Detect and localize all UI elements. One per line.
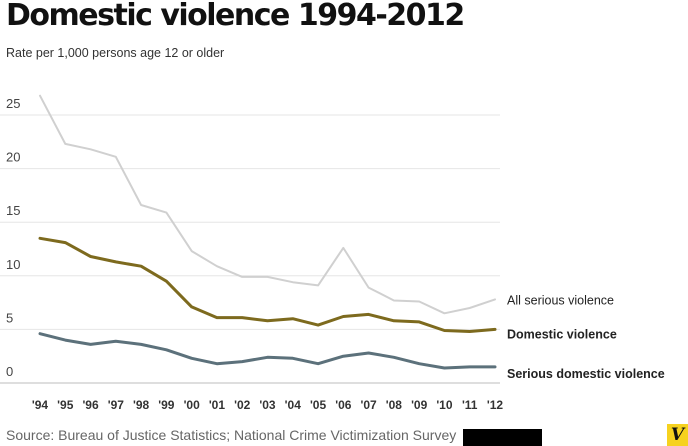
vox-logo: V: [667, 424, 688, 446]
series-label: Domestic violence: [507, 327, 617, 341]
y-tick-label: 25: [6, 96, 20, 111]
x-tick-label: '04: [285, 398, 302, 412]
x-tick-label: '03: [259, 398, 276, 412]
x-tick-label: '00: [184, 398, 201, 412]
y-tick-label: 15: [6, 203, 20, 218]
x-tick-label: '01: [209, 398, 226, 412]
y-tick-label: 20: [6, 150, 20, 165]
x-tick-label: '10: [436, 398, 453, 412]
series-line-all-serious-violence: [39, 94, 496, 315]
y-axis-ticks: 0 5 10 15 20 25: [6, 96, 20, 379]
series-line-serious-domestic-violence: [38, 332, 497, 370]
x-tick-label: '02: [234, 398, 251, 412]
y-tick-label: 0: [6, 364, 13, 379]
x-tick-label: '96: [82, 398, 99, 412]
series-line-domestic-violence: [38, 236, 497, 333]
series-lines: [38, 94, 497, 370]
x-tick-label: '98: [133, 398, 150, 412]
x-tick-label: '99: [158, 398, 175, 412]
series-label: All serious violence: [507, 293, 614, 307]
x-tick-label: '11: [462, 398, 478, 412]
chart-title: Domestic violence 1994-2012: [6, 0, 465, 33]
source-note: Source: Bureau of Justice Statistics; Na…: [6, 427, 457, 443]
x-tick-label: '09: [411, 398, 428, 412]
y-tick-label: 10: [6, 257, 20, 272]
y-tick-label: 5: [6, 310, 13, 325]
x-tick-label: '08: [386, 398, 403, 412]
x-tick-label: '06: [335, 398, 352, 412]
gridlines: [0, 114, 500, 384]
x-tick-label: '07: [361, 398, 378, 412]
x-tick-label: '05: [310, 398, 327, 412]
x-tick-label: '97: [108, 398, 125, 412]
x-tick-label: '95: [57, 398, 74, 412]
x-tick-label: '94: [32, 398, 49, 412]
series-label: Serious domestic violence: [507, 367, 665, 381]
redaction-bar: [463, 429, 542, 446]
x-axis-ticks: '94 '95 '96 '97 '98 '99 '00 '01 '02 '03 '04 '05 '06 '…: [32, 398, 504, 412]
series-labels: All serious violence Domestic violence Ser…: [507, 293, 665, 381]
chart-subtitle: Rate per 1,000 persons age 12 or older: [6, 46, 225, 60]
x-tick-label: '12: [487, 398, 504, 412]
